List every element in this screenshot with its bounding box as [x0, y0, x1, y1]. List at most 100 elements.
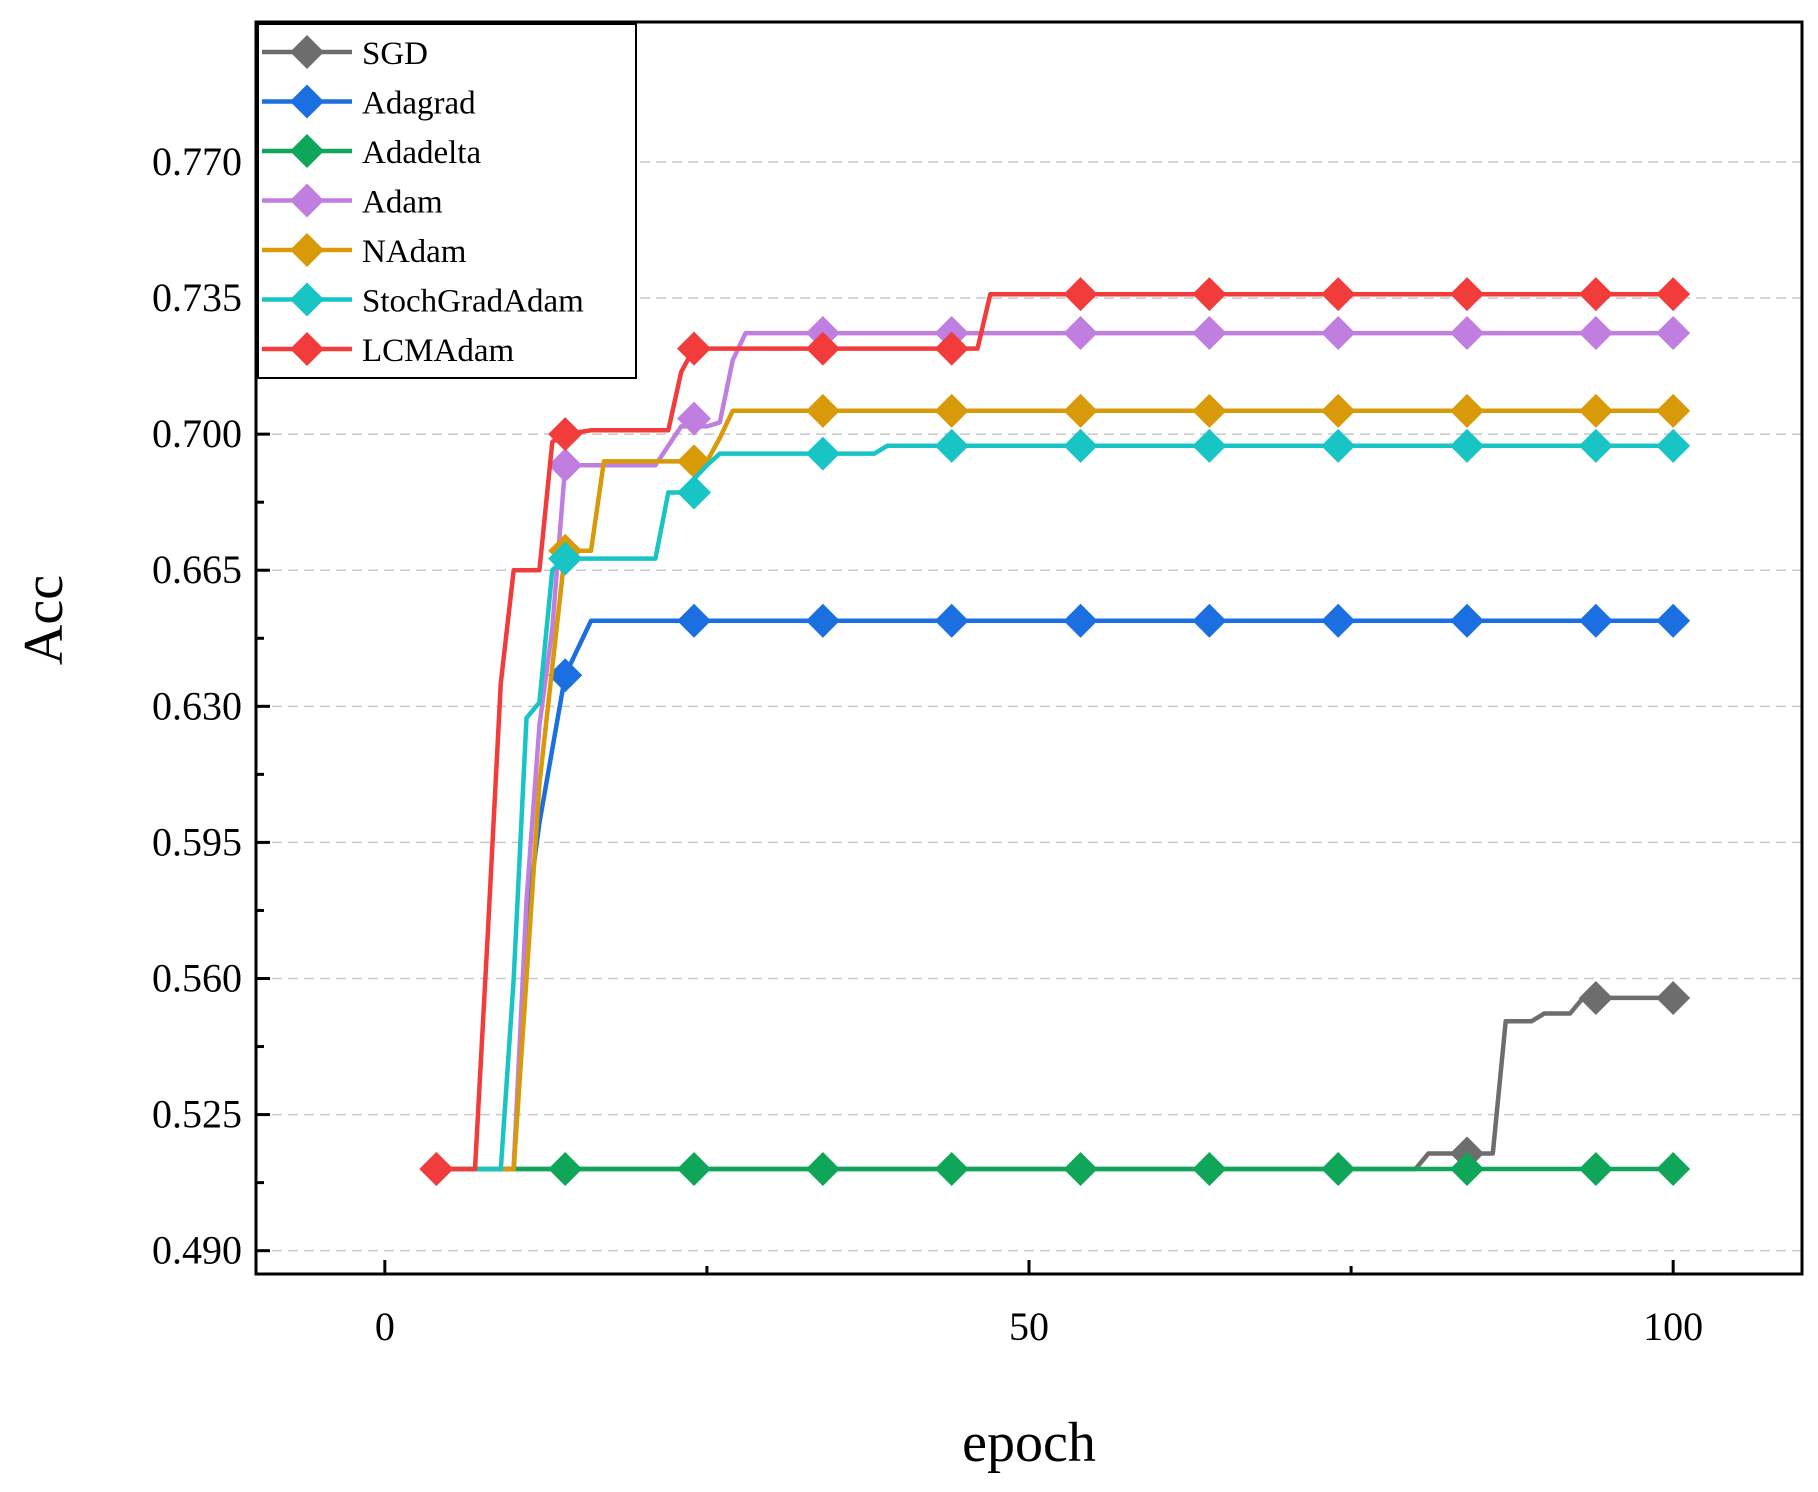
legend-label: SGD [362, 36, 428, 72]
legend-swatch-marker [290, 282, 324, 317]
data-point [1578, 1152, 1613, 1187]
data-point [677, 475, 712, 510]
legend-label: StochGradAdam [362, 284, 584, 320]
legend-item: Adagrad [262, 84, 476, 122]
legend-item: StochGradAdam [262, 282, 584, 320]
y-tick-label: 0.770 [152, 139, 242, 184]
y-tick-label: 0.490 [152, 1228, 242, 1273]
data-point [548, 448, 583, 483]
data-point [1321, 277, 1356, 312]
x-axis-title: epoch [962, 1412, 1096, 1474]
data-point [548, 658, 583, 693]
data-point [934, 603, 969, 638]
series-line [436, 995, 1674, 1172]
data-point [805, 331, 840, 366]
data-point [1192, 428, 1227, 463]
data-point [934, 393, 969, 428]
data-point [419, 1152, 454, 1187]
data-point [934, 331, 969, 366]
data-point [1063, 603, 1098, 638]
legend-swatch-marker [290, 84, 324, 119]
legend-label: Adagrad [362, 86, 476, 122]
data-point [1063, 428, 1098, 463]
data-point [1656, 980, 1691, 1015]
data-point [548, 541, 583, 576]
legend-label: LCMAdam [362, 333, 514, 369]
data-point [1450, 393, 1485, 428]
data-point [548, 1152, 583, 1187]
legend-swatch-marker [290, 35, 324, 69]
data-point [1192, 1152, 1227, 1187]
series-line [436, 408, 1674, 1172]
legend-label: Adam [362, 185, 443, 221]
data-point [934, 428, 969, 463]
x-tick-label: 50 [1009, 1304, 1049, 1349]
data-point [1578, 980, 1613, 1015]
legend-item: Adadelta [262, 134, 481, 171]
data-point [677, 401, 712, 436]
data-point [1656, 1152, 1691, 1187]
data-point [1321, 1152, 1356, 1187]
legend-swatch-marker [290, 233, 324, 267]
data-point [1656, 428, 1691, 463]
data-point [1063, 316, 1098, 351]
legend-item: SGD [262, 35, 428, 72]
series-line [436, 291, 1674, 1172]
legend-item: LCMAdam [262, 332, 514, 369]
data-point [1321, 428, 1356, 463]
data-point [677, 1152, 712, 1187]
data-point [1450, 316, 1485, 351]
legend: SGD Adagrad Adadelta Adam NAdam StochGradAdam… [257, 23, 637, 379]
data-point [1578, 393, 1613, 428]
legend-label: NAdam [362, 234, 467, 270]
data-point [1192, 393, 1227, 428]
series-StochGradAdam [436, 428, 1691, 1172]
data-point [1063, 393, 1098, 428]
data-point [1578, 316, 1613, 351]
y-tick-label: 0.665 [152, 547, 242, 592]
data-point [805, 436, 840, 471]
data-point [1450, 277, 1485, 312]
data-point [934, 1152, 969, 1187]
axis-ticks: 0.490 0.525 0.560 0.595 0.630 0.665 0.700 0.735… [152, 92, 1703, 1349]
series-lines [419, 277, 1691, 1187]
legend-swatch-marker [290, 332, 324, 366]
data-point [1656, 316, 1691, 351]
x-tick-label: 0 [375, 1304, 395, 1349]
data-point [1656, 603, 1691, 638]
data-point [1450, 603, 1485, 638]
series-line [436, 330, 1674, 1172]
legend-item: Adam [262, 183, 443, 221]
series-Adagrad [436, 603, 1691, 1172]
data-point [805, 1152, 840, 1187]
y-tick-label: 0.700 [152, 411, 242, 456]
data-point [1656, 277, 1691, 312]
data-point [1578, 428, 1613, 463]
data-point [1578, 603, 1613, 638]
data-point [1192, 603, 1227, 638]
data-point [1321, 316, 1356, 351]
y-tick-label: 0.560 [152, 955, 242, 1000]
data-point [548, 417, 583, 452]
data-point [1321, 393, 1356, 428]
series-line [436, 443, 1674, 1172]
data-point [677, 444, 712, 479]
data-point [1656, 393, 1691, 428]
legend-swatch-marker [290, 183, 324, 218]
series-line [436, 618, 1674, 1172]
legend-label: Adadelta [362, 135, 481, 171]
y-tick-label: 0.630 [152, 683, 242, 728]
data-point [677, 331, 712, 366]
series-SGD [419, 980, 1691, 1187]
data-point [1450, 428, 1485, 463]
y-tick-label: 0.525 [152, 1092, 242, 1137]
data-point [1192, 316, 1227, 351]
data-point [677, 603, 712, 638]
data-point [1321, 603, 1356, 638]
y-tick-label: 0.735 [152, 275, 242, 320]
x-tick-label: 100 [1643, 1304, 1703, 1349]
legend-swatch-marker [290, 134, 324, 168]
legend-item: NAdam [262, 233, 467, 270]
data-point [1063, 1152, 1098, 1187]
